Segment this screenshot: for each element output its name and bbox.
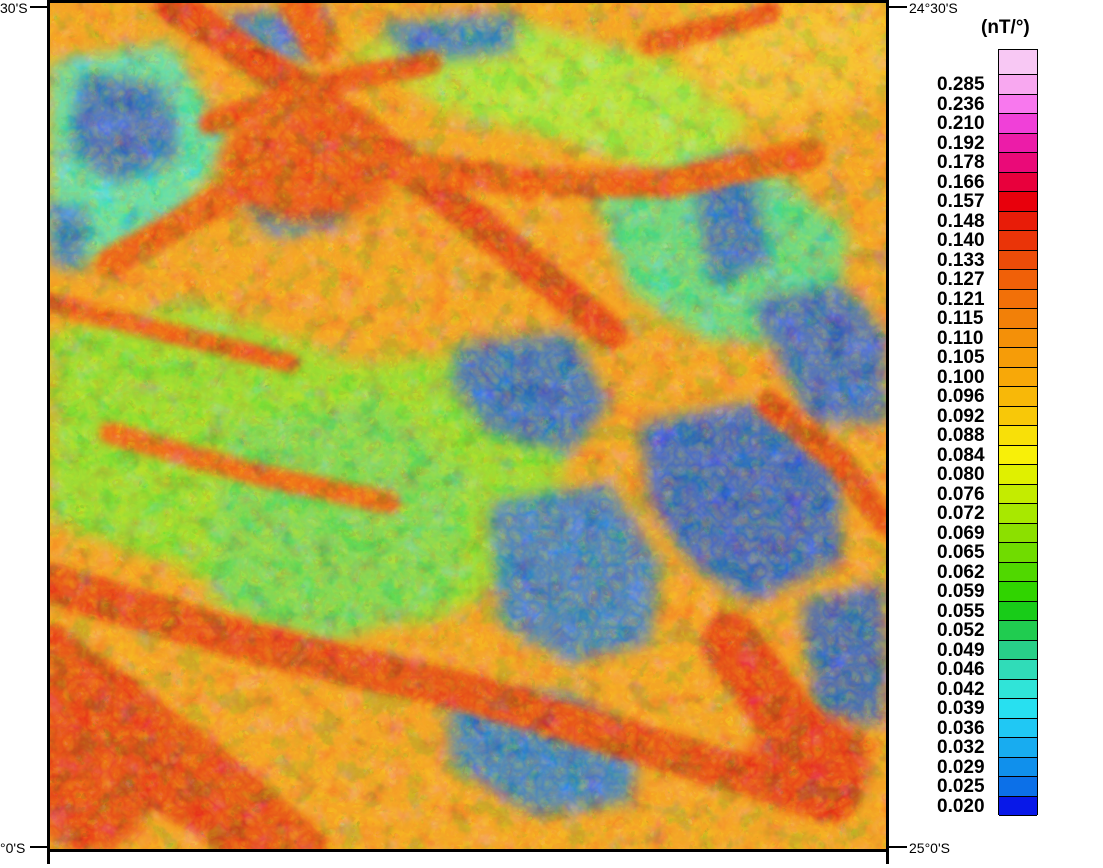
legend-label: 0.032 [937, 737, 985, 758]
legend-cell [999, 679, 1037, 699]
legend-label: 0.285 [937, 74, 985, 95]
legend-label: 0.115 [937, 308, 984, 329]
legend-label: 0.210 [937, 113, 985, 134]
legend-label: 0.121 [937, 288, 985, 310]
legend-cell [999, 50, 1037, 75]
legend-cell [999, 289, 1037, 309]
legend-cell [999, 465, 1037, 485]
legend-cell [999, 231, 1037, 251]
legend-cell [999, 718, 1037, 738]
legend-color-bar [998, 49, 1038, 816]
legend-label: 0.065 [937, 542, 985, 563]
legend-label: 0.127 [937, 269, 985, 290]
legend-cell [999, 757, 1037, 777]
legend-cell [999, 328, 1037, 348]
legend-label: 0.020 [937, 795, 985, 817]
legend-label: 0.029 [937, 756, 985, 778]
legend-label: 0.096 [937, 386, 985, 407]
legend-cell [999, 738, 1037, 758]
legend-label: 0.052 [937, 620, 985, 641]
legend-cell [999, 309, 1037, 329]
legend-label: 0.055 [937, 600, 985, 622]
legend-label: 0.076 [937, 483, 985, 505]
legend-label: 0.072 [937, 503, 985, 524]
legend-cell [999, 94, 1037, 114]
legend-cell [999, 543, 1037, 563]
tick-bottom-left [30, 846, 47, 848]
legend-cell [999, 192, 1037, 212]
legend-cell [999, 250, 1037, 270]
legend-label: 0.100 [937, 366, 985, 388]
magnetic-gradient-map[interactable] [47, 0, 889, 852]
legend-cell [999, 621, 1037, 641]
legend-label: 0.069 [937, 522, 985, 544]
tick-top-right [889, 6, 907, 8]
legend-label: 0.049 [937, 639, 985, 661]
legend-cell [999, 426, 1037, 446]
legend-label: 0.148 [937, 210, 985, 232]
coord-bottom-right: 25°0'S [909, 840, 950, 856]
legend-label: 0.088 [937, 425, 985, 446]
legend-label: 0.110 [937, 327, 984, 349]
legend-label: 0.036 [937, 717, 985, 739]
coord-top-left: 30'S [0, 0, 28, 16]
legend-cell [999, 75, 1037, 95]
legend-cell [999, 348, 1037, 368]
legend-cell [999, 211, 1037, 231]
legend-cell [999, 699, 1037, 719]
legend-label: 0.092 [937, 405, 985, 427]
legend-label: 0.105 [937, 347, 985, 368]
legend-label: 0.133 [937, 249, 985, 271]
legend-label: 0.042 [937, 678, 985, 700]
legend-label: 0.166 [937, 171, 985, 193]
legend-label: 0.157 [937, 191, 985, 212]
legend-label: 0.025 [937, 776, 985, 797]
legend-cell [999, 504, 1037, 524]
legend-cell [999, 445, 1037, 465]
legend-cell [999, 387, 1037, 407]
legend-cell [999, 367, 1037, 387]
legend-cell [999, 796, 1037, 816]
legend-cell [999, 523, 1037, 543]
legend-title: (nT/°) [981, 17, 1030, 38]
legend-cell [999, 133, 1037, 153]
legend-label: 0.062 [937, 561, 985, 583]
legend-label: 0.140 [937, 230, 985, 251]
legend-cell [999, 406, 1037, 426]
legend-label: 0.084 [937, 444, 985, 466]
legend-cell [999, 484, 1037, 504]
legend-cell [999, 172, 1037, 192]
legend-cell [999, 270, 1037, 290]
tick-bottom-right [889, 846, 907, 848]
map-raster [50, 3, 886, 849]
tick-top-left [30, 6, 47, 8]
legend-cell [999, 601, 1037, 621]
legend-label: 0.039 [937, 698, 985, 719]
legend-label: 0.080 [937, 464, 985, 485]
legend-label: 0.236 [937, 93, 985, 115]
tick-bottom-left-vertical [47, 852, 50, 864]
tick-bottom-right-vertical [886, 852, 889, 864]
coord-bottom-left: °0'S [0, 840, 26, 856]
legend-label: 0.046 [937, 659, 985, 680]
legend-cell [999, 582, 1037, 602]
coord-top-right: 24°30'S [909, 0, 958, 16]
legend-label: 0.059 [937, 581, 985, 602]
legend-cell [999, 153, 1037, 173]
legend-cell [999, 777, 1037, 797]
legend-label: 0.178 [937, 152, 985, 173]
legend-cell [999, 562, 1037, 582]
legend-cell [999, 660, 1037, 680]
legend-cell [999, 114, 1037, 134]
legend-cell [999, 640, 1037, 660]
legend-label: 0.192 [937, 132, 985, 154]
